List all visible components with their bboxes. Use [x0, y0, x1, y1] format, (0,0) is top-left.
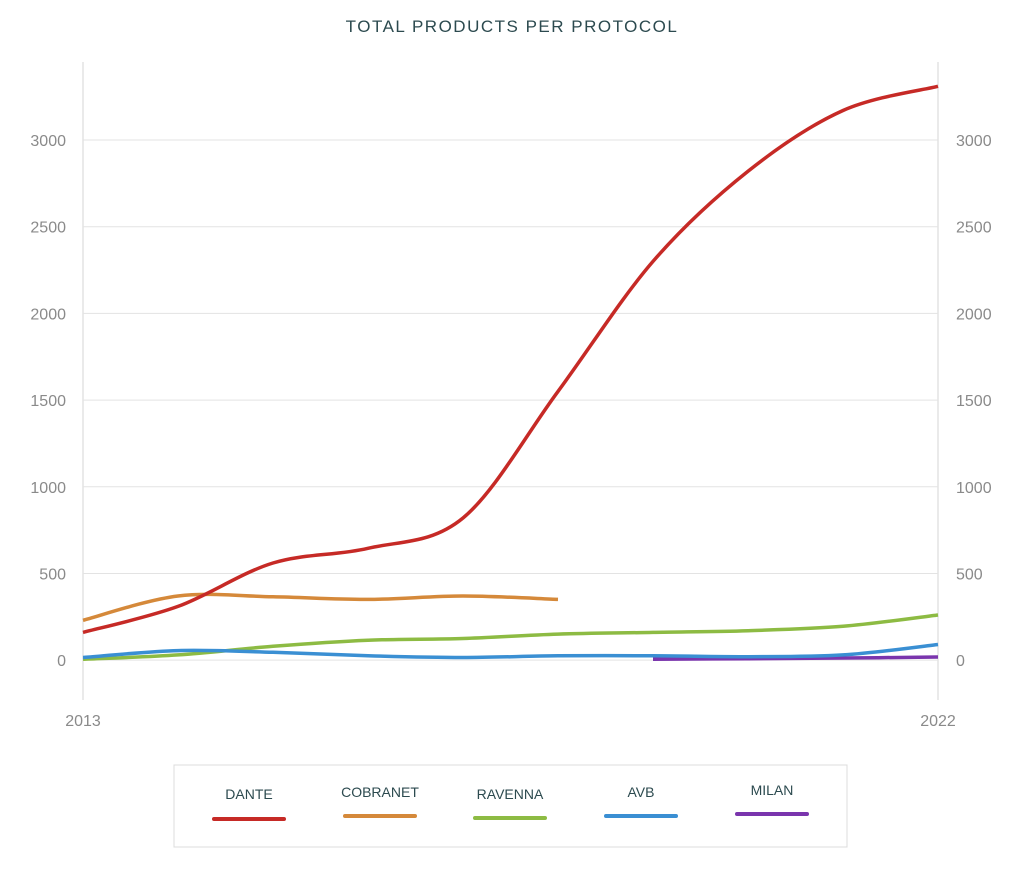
y-tick-label-right: 2500: [956, 220, 992, 237]
series-lines: [82, 84, 939, 662]
legend-box: [173, 764, 848, 848]
y-tick-label-right: 1500: [956, 393, 992, 410]
y-tick-label-left: 1000: [30, 480, 66, 497]
x-tick-label: 2013: [65, 713, 101, 730]
y-tick-label-right: 0: [956, 653, 965, 670]
series-line-ravenna: [82, 613, 939, 662]
series-line-dante: [82, 84, 939, 635]
y-tick-label-left: 3000: [30, 133, 66, 150]
y-tick-label-left: 2500: [30, 220, 66, 237]
legend-label-cobranet: COBRANET: [341, 784, 419, 800]
chart-title: TOTAL PRODUCTS PER PROTOCOL: [346, 17, 679, 36]
series-line-milan: [652, 655, 939, 662]
y-tick-label-left: 0: [57, 653, 66, 670]
y-tick-label-right: 500: [956, 566, 983, 583]
legend-label-avb: AVB: [628, 784, 655, 800]
grid: [82, 62, 939, 700]
legend-label-dante: DANTE: [225, 786, 272, 802]
y-tick-label-right: 2000: [956, 306, 992, 323]
y-tick-label-right: 1000: [956, 480, 992, 497]
y-tick-label-left: 500: [39, 566, 66, 583]
series-line-cobranet: [82, 592, 559, 622]
legend-label-milan: MILAN: [751, 782, 794, 798]
axes: 0 0 500 500 1000 1000 1500 1500 2000 2000 2500 2500…: [30, 133, 991, 730]
y-tick-label-right: 3000: [956, 133, 992, 150]
x-tick-label: 2022: [920, 713, 956, 730]
legend-label-ravenna: RAVENNA: [477, 786, 544, 802]
series-line-avb: [82, 642, 939, 660]
legend: DANTE COBRANET RAVENNA AVB MILAN: [212, 782, 809, 821]
y-tick-label-left: 1500: [30, 393, 66, 410]
y-tick-label-left: 2000: [30, 306, 66, 323]
